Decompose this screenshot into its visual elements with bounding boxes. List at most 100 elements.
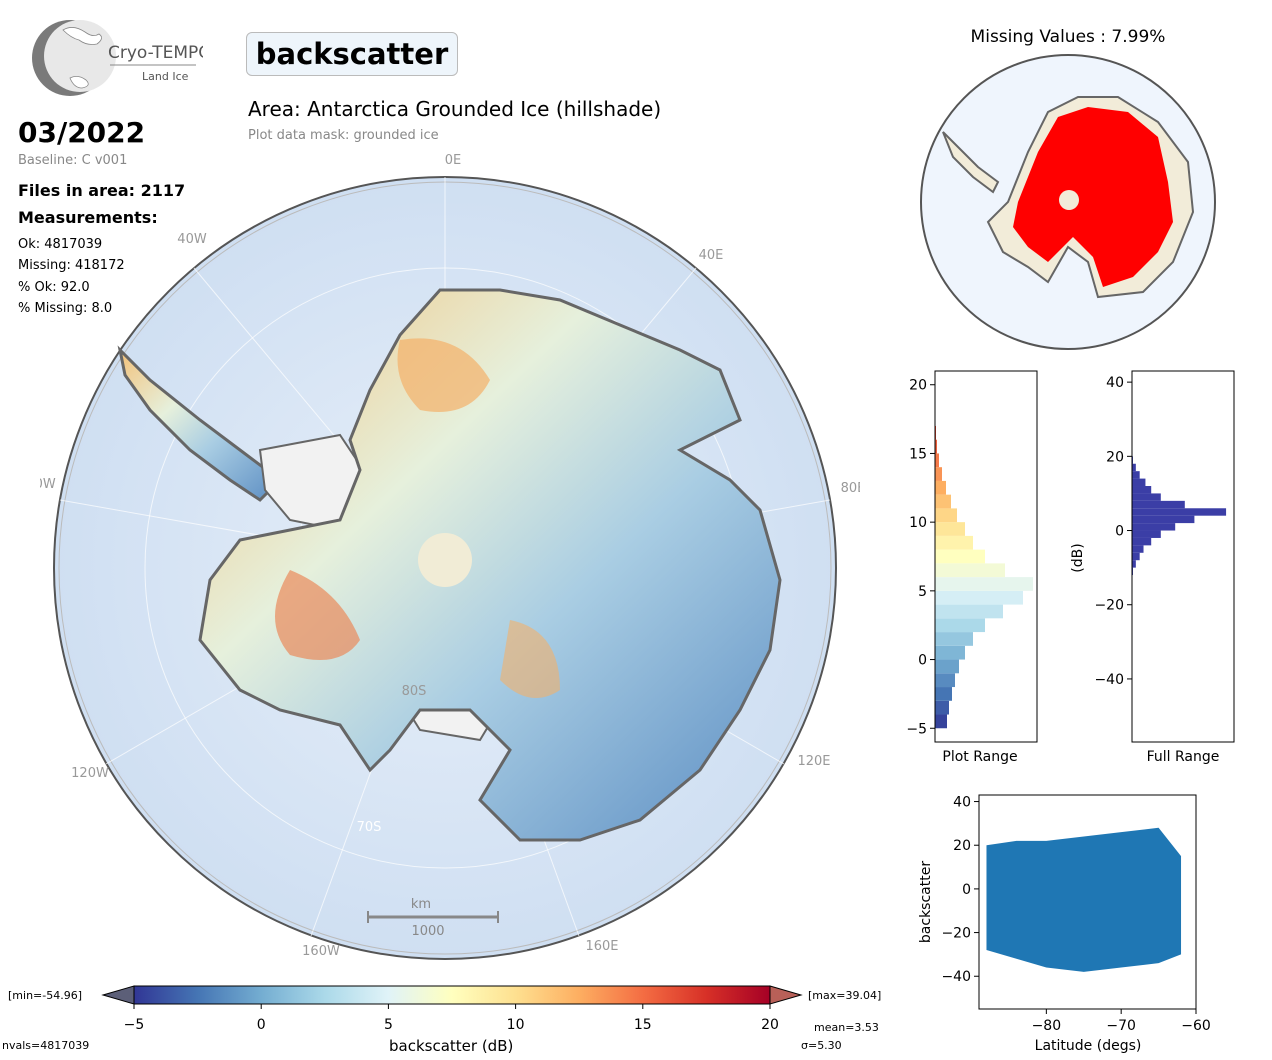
scatter-ytick-label: −40 — [941, 969, 971, 985]
hist1-bar — [935, 453, 939, 468]
hist1-ytick-label: 20 — [909, 378, 927, 394]
hist2-ytick-label: 0 — [1115, 524, 1124, 540]
hist1-bar — [935, 673, 955, 688]
parameter-title: backscatter — [246, 32, 458, 76]
area-title: Area: Antarctica Grounded Ice (hillshade… — [248, 97, 662, 121]
hist2-frame — [1131, 370, 1235, 743]
pct-missing: % Missing: 8.0 — [18, 301, 113, 316]
hist2-bar — [1132, 478, 1146, 487]
hist-plot-range: −5 0 5 10 15 20 Plot Range — [906, 370, 1038, 765]
hist2-bar — [1132, 486, 1152, 494]
scatter-xtick-label: −80 — [1032, 1018, 1062, 1034]
hist1-bar — [935, 645, 965, 660]
main-map: 0E 40E 80E 120E 160E 160W 120W 80W 40W 8… — [40, 153, 860, 960]
hist1-bar — [935, 604, 1003, 619]
scatter-ytick-label: 0 — [962, 882, 971, 898]
lon-label: 80E — [841, 481, 860, 496]
colorbar-tick-label: 0 — [257, 1017, 266, 1033]
hist2-bar — [1132, 523, 1176, 531]
colorbar: −5 0 5 10 15 20 [min=-54.96] [max=39.04] back… — [2, 985, 881, 1055]
peninsula — [117, 345, 283, 502]
hist1-bar — [935, 659, 959, 674]
lon-label: 120W — [71, 766, 109, 781]
ok-count: Ok: 4817039 — [18, 237, 103, 252]
scatter-plot: −80 −70 −60 −40 −20 0 20 40 Latitude (degs) bac… — [918, 794, 1210, 1054]
hist1-bar — [935, 632, 973, 646]
hist1-bar — [935, 522, 965, 536]
scatter-ytick-label: 40 — [953, 795, 971, 811]
scatter-xlabel: Latitude (degs) — [1035, 1038, 1142, 1054]
hist2-bar — [1132, 537, 1152, 546]
scale-bar: km 1000 — [367, 897, 499, 939]
hist1-bar — [935, 618, 985, 633]
hist2-bar — [1132, 493, 1161, 501]
hist1-ytick-label: 0 — [918, 653, 927, 669]
hist2-ytick-label: 40 — [1106, 375, 1124, 391]
scatter-ytick-label: −20 — [941, 926, 971, 942]
colorbar-min-arrow — [101, 985, 135, 1005]
hist2-bar — [1132, 463, 1136, 472]
hist2-bar — [1132, 552, 1140, 561]
nvals-label: nvals=4817039 — [2, 1039, 89, 1052]
scatter-ytick-label: 20 — [953, 838, 971, 854]
hist1-bar — [935, 687, 952, 701]
colorbar-tick-label: 15 — [634, 1017, 652, 1033]
scale-unit: km — [411, 897, 431, 912]
colorbar-tick-label: 5 — [384, 1017, 393, 1033]
hist1-bar — [935, 549, 985, 564]
lon-label: 80W — [40, 477, 56, 492]
files-count: Files in area: 2117 — [18, 181, 186, 200]
colorbar-max-label: [max=39.04] — [808, 989, 881, 1002]
scatter-xtick-label: −60 — [1181, 1018, 1210, 1034]
hist2-bar — [1132, 545, 1144, 553]
hist2-bar — [1132, 515, 1195, 524]
hist1-ytick-label: −5 — [906, 721, 927, 737]
logo-sub: Land Ice — [142, 70, 189, 83]
measurements-title: Measurements: — [18, 208, 158, 227]
hist-full-range: −40 −20 0 20 40 Full Range (dB) — [1070, 370, 1235, 765]
hist2-bar — [1132, 471, 1140, 479]
hist1-frame — [934, 370, 1038, 743]
pole-hole — [418, 533, 472, 587]
lon-label: 40E — [699, 248, 724, 263]
hist1-bar — [935, 439, 937, 454]
colorbar-gradient — [133, 985, 771, 1005]
scatter-ylabel: backscatter — [918, 861, 934, 943]
date-label: 03/2022 — [18, 116, 146, 149]
colorbar-max-arrow — [769, 985, 803, 1005]
lat-label: 70S — [357, 820, 382, 835]
colorbar-tick-label: −5 — [124, 1017, 145, 1033]
lon-label: 160E — [585, 939, 618, 954]
hist1-bar — [935, 480, 946, 495]
lon-label: 120E — [797, 754, 830, 769]
pct-ok: % Ok: 92.0 — [18, 280, 90, 295]
colorbar-tick-label: 10 — [507, 1017, 525, 1033]
hist2-xlabel: Full Range — [1147, 749, 1220, 765]
antarctica-continent — [198, 288, 782, 842]
scatter-xtick-label: −70 — [1106, 1018, 1136, 1034]
mean-label: mean=3.53 — [814, 1021, 879, 1034]
lon-label: 160W — [302, 944, 340, 959]
hist1-bar — [935, 714, 947, 729]
hist1-bar — [935, 508, 957, 523]
lat-label: 80S — [402, 684, 427, 699]
colorbar-label: backscatter (dB) — [389, 1037, 513, 1055]
hist2-bar — [1132, 560, 1136, 568]
hist1-bar — [935, 467, 942, 481]
scale-value: 1000 — [411, 924, 444, 939]
cryo-tempo-logo: Cryo-TEMPO Land Ice — [32, 20, 203, 96]
hist1-bar — [935, 535, 973, 550]
hist2-ytick-label: −40 — [1094, 672, 1124, 688]
colorbar-tick-label: 20 — [761, 1017, 779, 1033]
hist2-bar — [1132, 500, 1185, 509]
missing-map — [920, 54, 1216, 350]
mask-note: Plot data mask: grounded ice — [248, 128, 439, 143]
scatter-cloud — [986, 827, 1182, 972]
hist2-ytick-label: 20 — [1106, 449, 1124, 465]
hist1-bar — [935, 563, 1005, 578]
hist2-bar — [1132, 508, 1227, 516]
lon-label: 40W — [177, 232, 207, 247]
hist1-xlabel: Plot Range — [942, 749, 1017, 765]
lon-label: 0E — [445, 153, 462, 168]
hist2-ytick-label: −20 — [1094, 598, 1124, 614]
